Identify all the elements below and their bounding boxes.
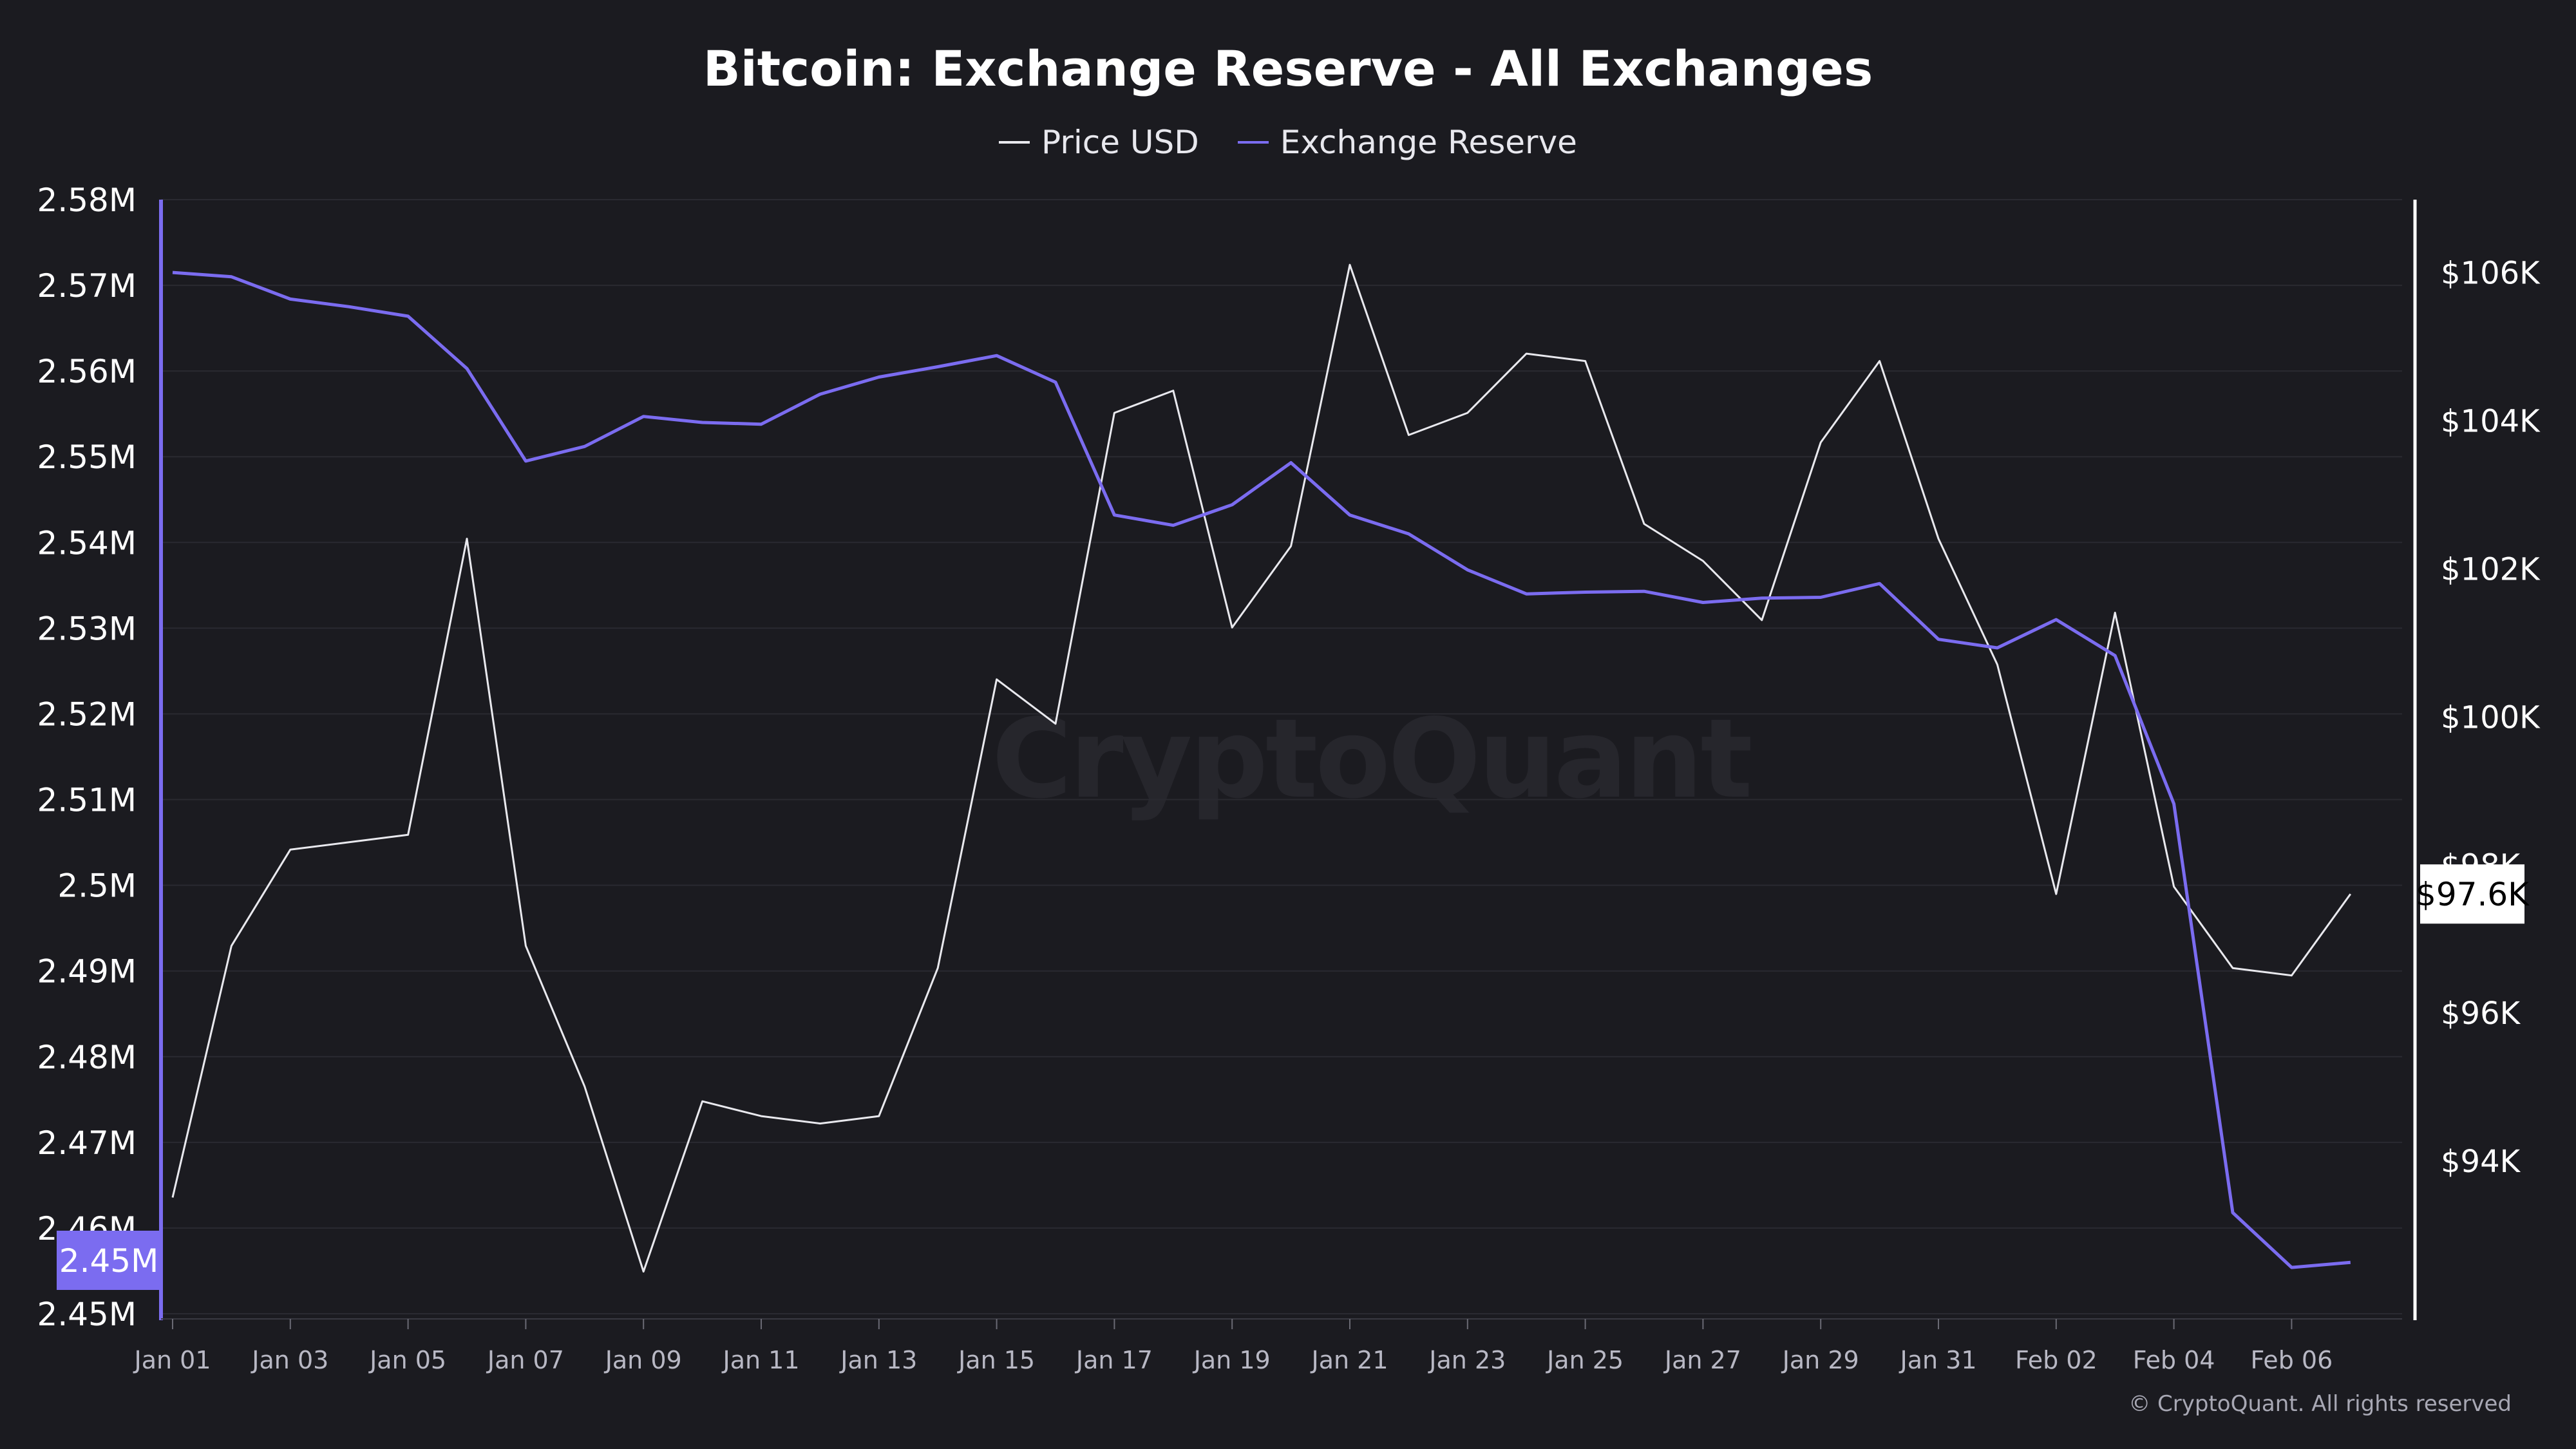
y-left-tick-label: 2.45M <box>37 1296 137 1333</box>
x-tick-label: Jan 01 <box>133 1346 211 1374</box>
copyright-credit: © CryptoQuant. All rights reserved <box>2128 1391 2512 1417</box>
x-tick-label: Jan 07 <box>486 1346 564 1374</box>
x-tick-label: Jan 09 <box>604 1346 682 1374</box>
y-left-tick-label: 2.49M <box>37 953 137 990</box>
x-tick-label: Jan 23 <box>1428 1346 1506 1374</box>
x-tick-label: Jan 03 <box>251 1346 328 1374</box>
x-tick-label: Jan 19 <box>1193 1346 1271 1374</box>
chart-title: Bitcoin: Exchange Reserve - All Exchange… <box>703 40 1873 97</box>
x-tick-label: Jan 25 <box>1546 1346 1624 1374</box>
y-left-tick-label: 2.56M <box>37 353 137 390</box>
x-tick-label: Jan 21 <box>1310 1346 1388 1374</box>
y-right-tick-label: $94K <box>2441 1144 2521 1180</box>
x-tick-label: Feb 02 <box>2015 1346 2098 1374</box>
price-current-badge <box>2420 864 2524 924</box>
x-tick-label: Jan 17 <box>1075 1346 1153 1374</box>
reserve-line-swatch <box>1237 141 1269 144</box>
y-left-tick-label: 2.47M <box>37 1124 137 1162</box>
y-left-tick-label: 2.54M <box>37 524 137 562</box>
x-tick-label: Jan 13 <box>839 1346 917 1374</box>
y-right-tick-label: $102K <box>2441 551 2541 587</box>
price-current-label: $97.6K <box>2416 876 2530 913</box>
exchange-reserve-line[interactable] <box>172 270 2351 1269</box>
y-left-tick-label: 2.52M <box>37 696 137 733</box>
y-right-tick-label: $106K <box>2441 256 2541 292</box>
y-left-tick-label: 2.53M <box>37 610 137 647</box>
watermark: CryptoQuant <box>992 696 1753 823</box>
legend-item-reserve[interactable]: Exchange Reserve <box>1237 124 1577 161</box>
price-line-swatch <box>999 141 1030 144</box>
y-right-tick-label: $104K <box>2441 404 2541 440</box>
x-tick-label: Jan 15 <box>957 1346 1035 1374</box>
x-tick-label: Jan 05 <box>368 1346 446 1374</box>
x-tick-label: Jan 27 <box>1663 1346 1741 1374</box>
y-left-tick-label: 2.48M <box>37 1039 137 1076</box>
y-left-tick-label: 2.57M <box>37 267 137 305</box>
x-tick-label: Jan 31 <box>1899 1346 1976 1374</box>
y-right-tick-label: $100K <box>2441 699 2541 735</box>
y-right-tick-label: $96K <box>2441 996 2521 1032</box>
legend-label-price: Price USD <box>1041 124 1199 161</box>
reserve-current-label: 2.45M <box>59 1242 158 1280</box>
x-tick-label: Feb 04 <box>2133 1346 2215 1374</box>
x-tick-label: Feb 06 <box>2251 1346 2333 1374</box>
legend-item-price[interactable]: Price USD <box>999 124 1199 161</box>
y-left-tick-label: 2.55M <box>37 439 137 476</box>
y-left-tick-label: 2.51M <box>37 782 137 819</box>
x-tick-label: Jan 29 <box>1781 1346 1859 1374</box>
legend-label-reserve: Exchange Reserve <box>1280 124 1577 161</box>
price-usd-line[interactable] <box>171 263 2352 1273</box>
reserve-current-badge <box>57 1231 161 1290</box>
y-left-tick-label: 2.5M <box>57 867 137 905</box>
y-left-tick-label: 2.58M <box>37 182 137 219</box>
x-tick-label: Jan 11 <box>721 1346 799 1374</box>
legend: Price USD Exchange Reserve <box>0 124 2576 161</box>
